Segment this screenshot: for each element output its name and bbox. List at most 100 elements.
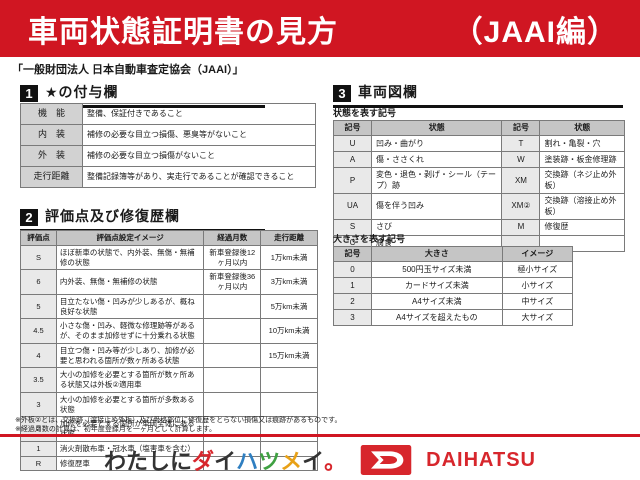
eval-desc: 目立たない傷・凹みが少しあるが、概ね良好な状態 xyxy=(55,293,205,320)
eval-months: 新車登録後36ヶ月以内 xyxy=(203,269,262,295)
size-symbols-table: 記号 大きさ イメージ 0 500円玉サイズ未満 極小サイズ 1 カードサイズ未… xyxy=(333,245,574,327)
eval-months xyxy=(203,293,262,320)
col-header: イメージ xyxy=(501,245,574,263)
size-desc: A4サイズを超えたもの xyxy=(371,309,503,327)
page-title: 車両状態証明書の見方 xyxy=(28,15,338,49)
table-row: 1 消火剤散布車・冠水車（塩害車を含む） xyxy=(20,440,318,457)
eval-score: 4.5 xyxy=(20,318,57,344)
slogan-char: た xyxy=(126,449,149,474)
section2-title: 評価点及び修復歴欄 xyxy=(45,208,180,224)
page-title-edition: （JAAI編） xyxy=(452,15,618,49)
condition: 修復歴 xyxy=(539,218,625,236)
symbol: T xyxy=(501,135,541,153)
eval-score: 3.5 xyxy=(20,367,57,393)
daihatsu-slogan: わ た し に ダ イ ハ ツ メ イ 。 xyxy=(104,444,346,476)
star-criteria-table: 機 能 整備、保証付きであること 内 装 補修の必要な目立つ損傷、悪臭等がないこ… xyxy=(20,103,316,188)
slogan-char: に xyxy=(170,449,193,474)
criteria-label: 内 装 xyxy=(20,124,83,146)
eval-distance xyxy=(260,416,318,442)
condition: 交換跡（溶接止め外板） xyxy=(539,193,625,220)
eval-months xyxy=(203,342,262,369)
condition: 傷を伴う凹み xyxy=(370,193,503,220)
condition: 傷・ささくれ xyxy=(370,151,503,169)
footer: わ た し に ダ イ ハ ツ メ イ 。 DAIHATSU xyxy=(0,443,640,477)
eval-months xyxy=(203,367,262,393)
section2-header: 2 評価点及び修復歴欄 xyxy=(20,206,265,232)
symbol: 1 xyxy=(333,277,372,295)
table-row: 内 装 補修の必要な目立つ損傷、悪臭等がないこと xyxy=(20,124,316,146)
table-row: 1 カードサイズ未満 小サイズ xyxy=(333,277,574,295)
table-row: 走行距離 整備記録簿等があり、実走行であることが確認できること xyxy=(20,166,316,188)
red-divider xyxy=(0,434,640,437)
eval-distance: 15万km未満 xyxy=(260,342,318,369)
col-header: 評価点設定イメージ xyxy=(55,230,205,246)
symbol: 2 xyxy=(333,293,372,311)
table-row: 2 加修を必要とする箇所が車両全体にある状態 xyxy=(20,416,318,442)
symbol: UA xyxy=(333,193,372,220)
section3-title: 車両図欄 xyxy=(358,84,418,100)
organization-subtitle: 「一般財団法人 日本自動車査定協会（JAAI）」 xyxy=(12,64,244,76)
symbol: A xyxy=(333,151,372,169)
eval-score: 6 xyxy=(20,269,57,295)
col-header: 大きさ xyxy=(371,245,503,263)
symbol: W xyxy=(501,151,541,169)
symbol: M xyxy=(501,218,541,236)
table-row: 3 A4サイズを超えたもの 大サイズ xyxy=(333,309,574,327)
eval-months xyxy=(203,318,262,344)
evaluation-table: 評価点 評価点設定イメージ 経過月数 走行距離 S ほぼ新車の状態で、内外装、無… xyxy=(20,230,318,472)
criteria-label: 機 能 xyxy=(20,103,83,125)
table-row: P 変色・退色・剥げ・シール（テープ）跡 XM 交換跡（ネジ止め外板） xyxy=(333,167,625,195)
eval-distance xyxy=(260,455,318,472)
slogan-char: ダ xyxy=(192,449,215,474)
footnotes: ※外板②とは、交換跡（溶接止め外板）及び骨格部位に修復歴をとらない損傷又は痕跡が… xyxy=(15,416,341,435)
table-row: 5 目立たない傷・凹みが少しあるが、概ね良好な状態 5万km未満 xyxy=(20,293,318,320)
slogan-char: 。 xyxy=(324,449,347,474)
col-header: 状態 xyxy=(370,119,503,137)
eval-score: 4 xyxy=(20,342,57,369)
symbol: U xyxy=(333,135,372,153)
daihatsu-wordmark: DAIHATSU xyxy=(426,448,537,471)
footnote: ※経過月数の計算は、初年度登録月を一ヶ月として計算します。 xyxy=(15,426,216,434)
slogan-char: ツ xyxy=(258,449,281,474)
section2-number: 2 xyxy=(20,209,38,226)
criteria-desc: 補修の必要な目立つ損傷、悪臭等がないこと xyxy=(82,124,316,146)
slogan-char: ハ xyxy=(236,449,259,474)
eval-score: 3 xyxy=(20,391,57,418)
eval-months: 新車登録後12ヶ月以内 xyxy=(203,244,262,271)
col-header: 記号 xyxy=(333,245,372,263)
col-header: 走行距離 xyxy=(260,230,318,246)
eval-desc: 修復歴車 xyxy=(55,455,205,472)
section3-header: 3 車両図欄 xyxy=(333,82,623,108)
eval-distance: 1万km未満 xyxy=(260,244,318,271)
criteria-desc: 補修の必要な目立つ損傷がないこと xyxy=(82,145,316,167)
symbol: XM xyxy=(501,167,541,195)
eval-desc: ほぼ新車の状態で、内外装、無傷・無補修の状態 xyxy=(55,244,205,271)
eval-desc: 小さな傷・凹み、軽微な修理跡等があるが、そのまま加修せずに十分乗れる状態 xyxy=(55,318,205,344)
condition-symbols-table: 記号 状態 記号 状態 U 凹み・曲がり T 割れ・亀裂・穴 A 傷・ささくれ … xyxy=(333,119,625,252)
table-row: 外 装 補修の必要な目立つ損傷がないこと xyxy=(20,145,316,167)
section1-number: 1 xyxy=(20,85,38,102)
eval-distance: 10万km未満 xyxy=(260,318,318,344)
slogan-char: わ xyxy=(103,449,126,474)
table-row: 2 A4サイズ未満 中サイズ xyxy=(333,293,574,311)
table-row: 3 大小の加修を必要とする箇所が多数ある状態 xyxy=(20,391,318,418)
table-row: R 修復歴車 xyxy=(20,455,318,472)
criteria-label: 外 装 xyxy=(20,145,83,167)
table-header-row: 記号 大きさ イメージ xyxy=(333,245,574,263)
condition: 変色・退色・剥げ・シール（テープ）跡 xyxy=(370,167,503,195)
size-image: 大サイズ xyxy=(501,309,574,327)
eval-distance: 5万km未満 xyxy=(260,293,318,320)
condition: 交換跡（ネジ止め外板） xyxy=(539,167,625,195)
col-header: 記号 xyxy=(333,119,372,137)
size-image: 中サイズ xyxy=(501,293,574,311)
col-header: 状態 xyxy=(539,119,625,137)
condition-symbols-label: 状態を表す記号 xyxy=(333,108,397,118)
symbol: 0 xyxy=(333,261,372,279)
slogan-char: し xyxy=(148,449,171,474)
section3-number: 3 xyxy=(333,85,351,102)
criteria-desc: 整備記録簿等があり、実走行であることが確認できること xyxy=(82,166,316,188)
symbol: XM② xyxy=(501,193,541,220)
table-header-row: 記号 状態 記号 状態 xyxy=(333,119,625,137)
table-header-row: 評価点 評価点設定イメージ 経過月数 走行距離 xyxy=(20,230,318,246)
